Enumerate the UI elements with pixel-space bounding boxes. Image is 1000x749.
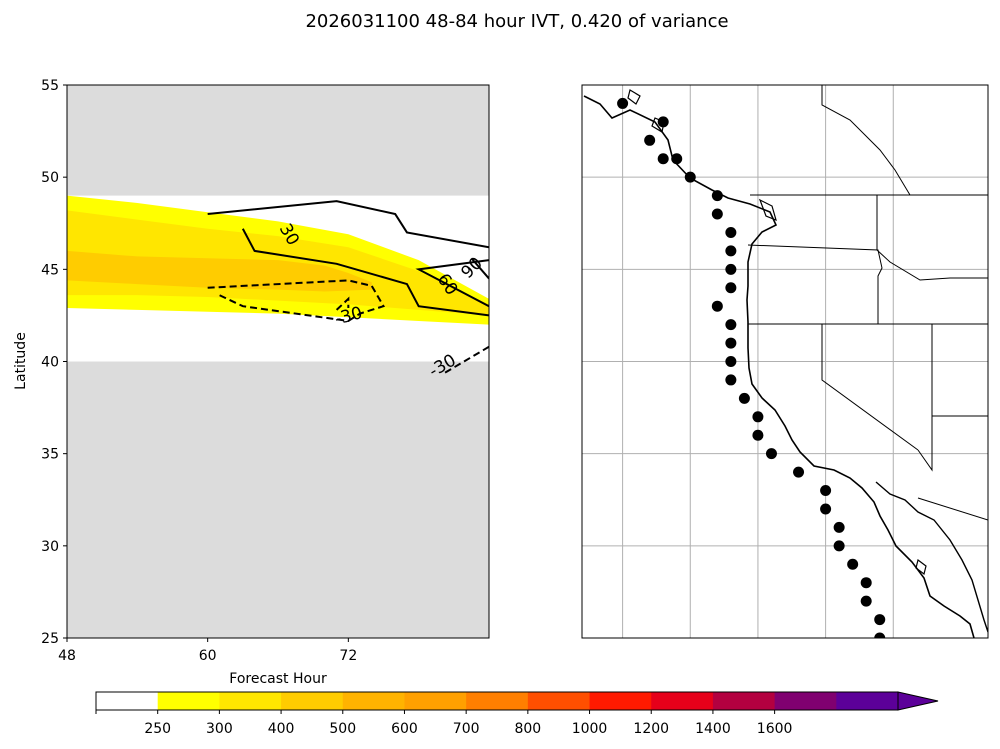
y-tick-label: 30 (41, 539, 59, 555)
station-point (617, 97, 629, 109)
state-border (917, 497, 988, 521)
figure-title: 2026031100 48-84 hour IVT, 0.420 of vari… (305, 11, 728, 32)
contour-line (241, 228, 489, 317)
colorbar-tick-label: 1400 (695, 721, 731, 737)
station-point (725, 263, 737, 275)
y-tick-label: 40 (41, 355, 59, 371)
station-point (725, 226, 737, 238)
state-border (917, 415, 988, 472)
colorbar-swatch (157, 692, 220, 710)
map-frame (581, 84, 989, 639)
contour-line (415, 259, 489, 308)
station-point (711, 208, 723, 220)
y-tick-label: 55 (41, 78, 59, 94)
contour-line (470, 257, 489, 280)
contour-line (207, 279, 385, 322)
colorbar: 250 300 400 500 600 700 800 1000 1200 1400 1600 (95, 691, 939, 737)
colorbar-tick-label: 600 (391, 721, 418, 737)
ivt-band-400 (67, 250, 372, 292)
station-point (725, 337, 737, 349)
station-point (657, 116, 669, 128)
colorbar-swatch (466, 692, 529, 710)
colorbar-extend-arrow (897, 691, 939, 711)
station-point (752, 411, 764, 423)
y-tick-label: 45 (41, 262, 59, 278)
colorbar-frame (95, 691, 899, 711)
station-point (820, 485, 832, 497)
station-point (711, 300, 723, 312)
station-point (684, 171, 696, 183)
x-tick-label: 48 (58, 648, 76, 664)
colorbar-tick-label: 500 (329, 721, 356, 737)
baja-coastline (875, 481, 988, 633)
y-tick-label: 50 (41, 170, 59, 186)
station-point (833, 540, 845, 552)
station-point (860, 577, 872, 589)
station-point (820, 503, 832, 515)
station-point (725, 245, 737, 257)
station-point (657, 153, 669, 165)
y-tick-label: 25 (41, 631, 59, 647)
colorbar-swatch (404, 692, 467, 710)
colorbar-swatch (651, 692, 714, 710)
colorbar-tick-label: 800 (514, 721, 541, 737)
station-point (725, 282, 737, 294)
colorbar-tick-label: 1200 (633, 721, 669, 737)
colorbar-tick-label: 1600 (757, 721, 793, 737)
station-point (860, 595, 872, 607)
y-axis-label: Latitude (13, 332, 29, 390)
colorbar-tick-label: 1000 (572, 721, 608, 737)
colorbar-tick-label: 300 (206, 721, 233, 737)
state-border (876, 195, 988, 281)
colorbar-swatch (96, 692, 159, 710)
map-area (582, 85, 988, 638)
island (627, 89, 641, 105)
colorbar-swatch (712, 692, 776, 710)
x-axis-label: Forecast Hour (229, 671, 327, 687)
colorbar-swatch (342, 692, 405, 710)
colorbar-swatch (527, 692, 591, 710)
state-border (747, 244, 883, 324)
x-tick-label: 72 (339, 648, 357, 664)
state-border (821, 324, 919, 451)
contour-line (441, 345, 489, 376)
station-point (752, 429, 764, 441)
y-tick-label: 35 (41, 447, 59, 463)
station-point (738, 392, 750, 404)
map-panel (581, 84, 989, 639)
colorbar-tick-label: 250 (144, 721, 171, 737)
station-point (793, 466, 805, 478)
colorbar-tick-label: 700 (453, 721, 480, 737)
x-tick-label: 60 (199, 648, 217, 664)
island (915, 558, 927, 576)
station-point (725, 356, 737, 367)
station-point (765, 448, 777, 460)
state-border (821, 85, 911, 196)
station-point (847, 558, 859, 570)
station-point (833, 521, 845, 533)
station-point (644, 134, 656, 146)
station-point (725, 374, 737, 386)
island (758, 198, 777, 222)
colorbar-swatch (774, 692, 837, 710)
contour-line (207, 200, 489, 249)
station-point (711, 190, 723, 202)
contour-line (335, 296, 350, 311)
colorbar-swatch (281, 692, 344, 710)
colorbar-tick-label: 400 (268, 721, 295, 737)
station-point (671, 153, 683, 165)
station-point (874, 632, 886, 638)
station-point (725, 319, 737, 331)
station-point (874, 614, 886, 626)
colorbar-swatch (219, 692, 282, 710)
colorbar-swatch (836, 692, 899, 710)
colorbar-swatch (589, 692, 652, 710)
